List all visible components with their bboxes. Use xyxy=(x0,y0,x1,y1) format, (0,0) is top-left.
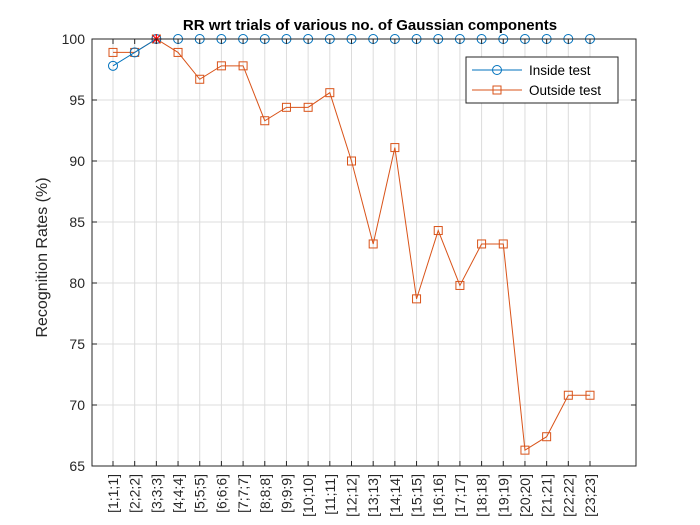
x-tick-label: [9;9;9] xyxy=(278,474,294,513)
x-tick-label: [8;8;8] xyxy=(257,474,273,513)
data-point xyxy=(216,61,226,71)
data-point xyxy=(129,47,140,58)
data-point xyxy=(195,74,205,84)
legend-entry: Inside test xyxy=(472,63,591,78)
x-tick-label: [11;11] xyxy=(322,474,338,515)
x-tick-label: [4;4;4] xyxy=(170,474,186,513)
data-point xyxy=(325,88,335,98)
data-point xyxy=(347,156,356,166)
x-tick-label: [23;23] xyxy=(582,474,598,517)
x-tick-label: [3;3;3] xyxy=(148,474,164,513)
x-tick-label: [5;5;5] xyxy=(192,474,208,513)
data-point xyxy=(433,226,443,236)
chart-title: RR wrt trials of various no. of Gaussian… xyxy=(183,17,557,34)
x-tick-label: [1;1;1] xyxy=(105,474,121,513)
y-tick-label: 70 xyxy=(69,397,85,413)
y-tick-label: 95 xyxy=(69,92,85,108)
x-tick-label: [6;6;6] xyxy=(213,474,229,513)
x-tick-label: [22;22] xyxy=(560,474,576,517)
data-point xyxy=(498,239,508,249)
x-tick-label: [13;13] xyxy=(365,474,381,517)
x-tick-label: [18;18] xyxy=(474,474,490,517)
x-tick-label: [14;14] xyxy=(387,474,403,517)
data-point xyxy=(477,239,487,249)
legend: Inside test Outside test xyxy=(465,56,619,104)
x-tick-label: [7;7;7] xyxy=(235,474,251,513)
y-axis-label: Recognition Rates (%) xyxy=(34,177,51,337)
data-point xyxy=(390,143,400,153)
legend-label: Outside test xyxy=(529,83,601,98)
data-point xyxy=(412,294,422,304)
data-point xyxy=(585,390,595,400)
legend-marker xyxy=(492,65,502,75)
x-tick-label: [10;10] xyxy=(300,474,316,517)
data-point xyxy=(238,61,248,71)
plot-frame xyxy=(91,38,637,467)
x-tick-label: [19;19] xyxy=(495,474,511,517)
x-tick-label: [2;2;2] xyxy=(127,474,143,513)
y-tick-label: 90 xyxy=(69,153,85,169)
x-tick-label: [12;12] xyxy=(344,474,360,517)
data-point xyxy=(173,47,183,57)
y-tick-label: 65 xyxy=(69,458,85,474)
data-point xyxy=(281,102,291,112)
y-tick-label: 75 xyxy=(69,336,85,352)
plot-area xyxy=(92,39,636,466)
x-tick-label: [21;21] xyxy=(539,474,555,517)
legend-box xyxy=(465,56,619,104)
ticks: [1;1;1] [2;2;2] [3;3;3] [4;4;4] [5;5;5] [6;6;… xyxy=(62,31,636,517)
x-tick-label: [15;15] xyxy=(409,474,425,517)
x-tick-label: [16;16] xyxy=(430,474,446,517)
data-point xyxy=(260,116,270,126)
data-point xyxy=(542,432,552,442)
data-point xyxy=(303,102,313,112)
data-point xyxy=(563,390,573,400)
legend-marker xyxy=(492,85,502,95)
x-tick-label: [17;17] xyxy=(452,474,468,517)
series-line xyxy=(113,38,590,451)
legend-label: Inside test xyxy=(529,63,591,78)
x-tick-label: [20;20] xyxy=(517,474,533,517)
data-point xyxy=(368,239,378,249)
data-point xyxy=(108,60,118,71)
data-point xyxy=(108,47,118,57)
y-tick-label: 80 xyxy=(69,275,85,291)
y-tick-label: 85 xyxy=(69,214,85,230)
y-tick-label: 100 xyxy=(62,31,86,47)
legend-entry: Outside test xyxy=(472,83,601,98)
data-point xyxy=(520,445,530,455)
data-point xyxy=(455,280,465,290)
